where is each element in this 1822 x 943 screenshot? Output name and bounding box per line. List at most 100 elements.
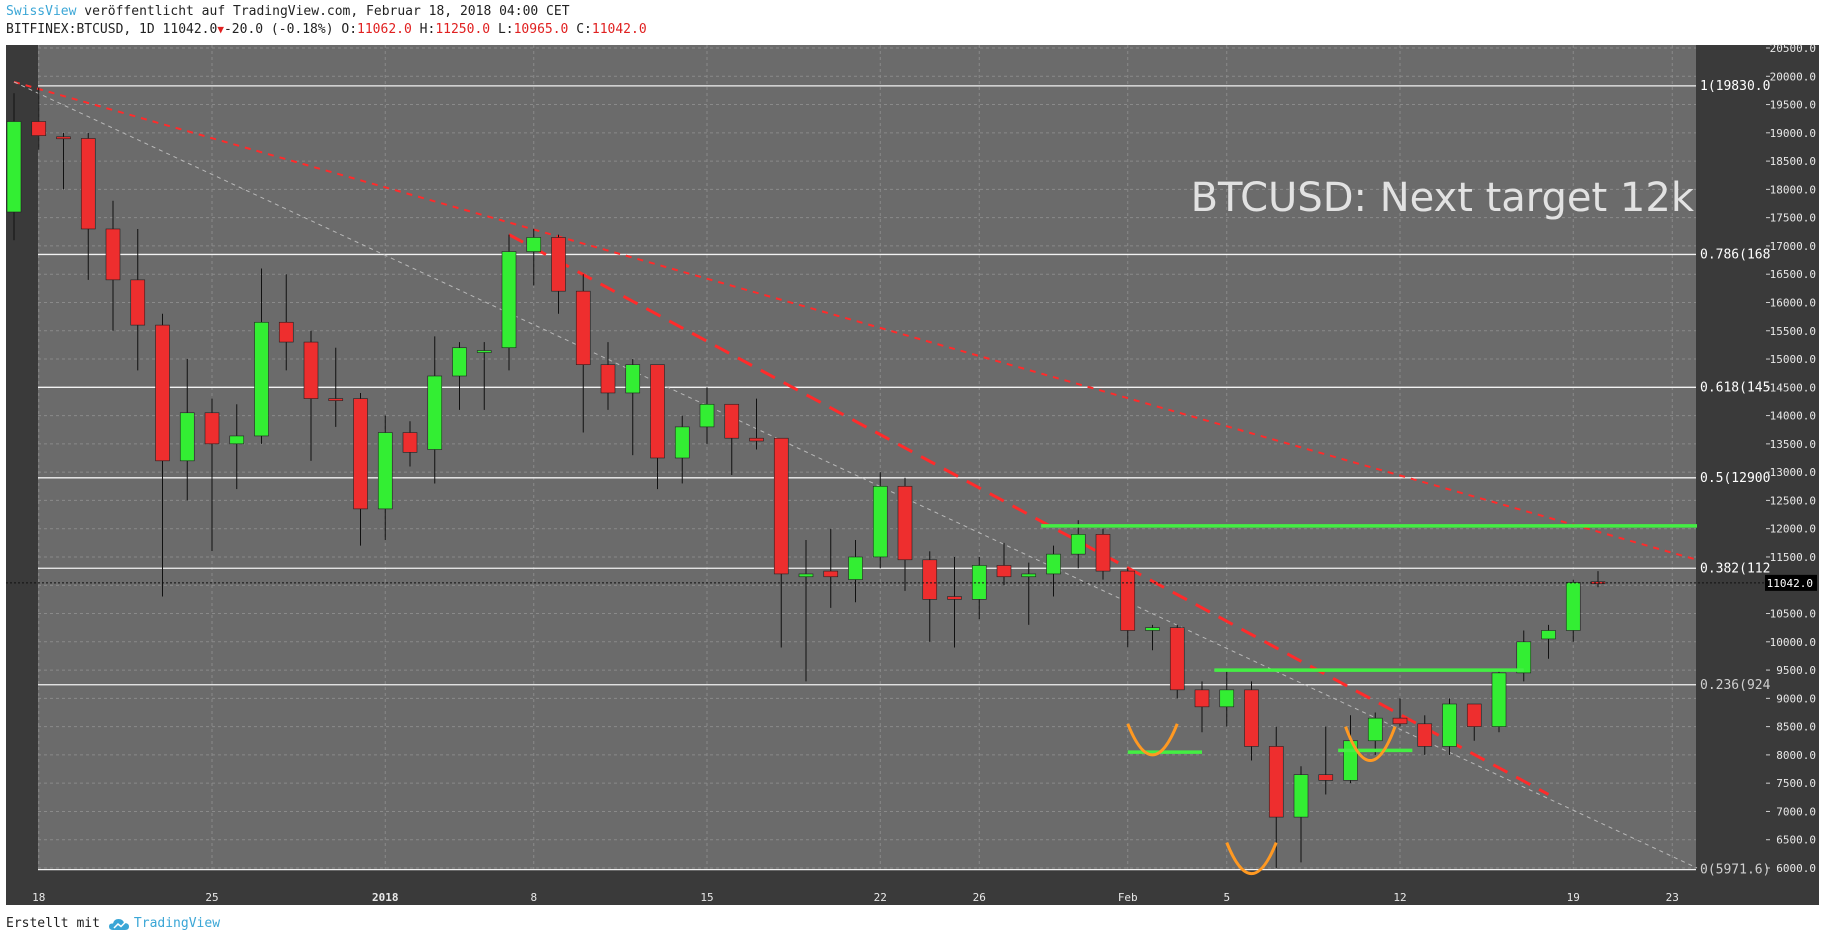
- candle: [1070, 520, 1086, 569]
- candle: [798, 540, 814, 682]
- open-value: 11062.0: [357, 22, 412, 37]
- candle-body: [848, 556, 863, 580]
- candle-body: [31, 121, 47, 136]
- y-tick-label: 11500.0: [1770, 551, 1816, 564]
- candle: [6, 93, 22, 241]
- candle-body: [1244, 689, 1259, 747]
- candle-body: [1021, 573, 1037, 578]
- candle-body: [798, 573, 814, 578]
- candle: [476, 342, 492, 410]
- y-tick-label: 12500.0: [1770, 494, 1816, 507]
- candle-body: [947, 596, 962, 600]
- x-tick-label: 15: [700, 891, 713, 904]
- candle: [303, 330, 319, 461]
- x-tick-label: 5: [1223, 891, 1230, 904]
- candle: [427, 336, 443, 484]
- candle-body: [1318, 774, 1334, 781]
- candle: [600, 342, 616, 410]
- candle-body: [1516, 641, 1532, 674]
- current-price-tag: [1765, 574, 1817, 591]
- candle-body: [80, 138, 96, 230]
- candle-body: [1565, 582, 1581, 631]
- rounded-bottom-arc: [1126, 723, 1179, 757]
- y-tick-label: 13500.0: [1770, 438, 1816, 451]
- y-tick-label: 16500.0: [1770, 268, 1816, 281]
- fib-label: 0.236(924: [1700, 678, 1771, 693]
- x-tick-label: 23: [1666, 891, 1679, 904]
- candle: [674, 415, 690, 484]
- candle-body: [1194, 689, 1210, 708]
- candle: [1491, 670, 1507, 733]
- y-tick-label: 10500.0: [1770, 608, 1816, 621]
- symbol-label: BITFINEX:BTCUSD, 1D: [6, 22, 155, 37]
- horizontal-levels: [1041, 524, 1697, 754]
- fib-label: 0.786(168: [1700, 247, 1770, 262]
- x-axis-ticks: 18 25 2018 8 15 22 26 Feb 5 12 19 23: [32, 891, 1679, 904]
- fib-label: 0(5971.6): [1700, 863, 1770, 878]
- candle: [229, 404, 245, 490]
- footer: Erstellt mit TradingView: [6, 916, 220, 931]
- candle: [773, 437, 789, 648]
- candle-body: [328, 398, 344, 401]
- candle: [996, 542, 1012, 586]
- candle-body: [773, 437, 789, 575]
- candle: [1516, 630, 1532, 682]
- candle: [1367, 712, 1383, 755]
- candle-body: [105, 228, 121, 281]
- candle: [1046, 545, 1061, 597]
- candle: [897, 477, 913, 591]
- candle: [699, 387, 715, 444]
- x-tick-label: 2018: [372, 891, 399, 904]
- x-tick-label: 22: [874, 891, 887, 904]
- y-tick-label: 20000.0: [1770, 70, 1816, 83]
- chart-title: BTCUSD: Next target 12k: [1191, 175, 1695, 221]
- x-tick-label: 12: [1393, 891, 1406, 904]
- candle: [1145, 624, 1160, 651]
- candle: [947, 556, 962, 648]
- y-tick-label: 19000.0: [1770, 127, 1816, 140]
- candle-body: [823, 570, 839, 578]
- high-label: H:: [419, 22, 436, 37]
- fib-label: 1(19830.0: [1700, 79, 1770, 94]
- y-tick-label: 19500.0: [1770, 99, 1816, 112]
- candle-body: [575, 290, 591, 365]
- candle: [56, 132, 71, 190]
- candle-body: [303, 341, 319, 399]
- candle-body: [1268, 746, 1284, 818]
- candle: [1219, 670, 1235, 727]
- tradingview-label[interactable]: TradingView: [133, 916, 221, 931]
- y-tick-label: 15500.0: [1770, 325, 1816, 338]
- candle: [1318, 726, 1334, 795]
- candle-body: [1367, 717, 1383, 742]
- candle-body: [1491, 672, 1507, 727]
- y-tick-label: 20500.0: [1770, 42, 1816, 55]
- candle: [105, 200, 121, 331]
- y-axis-ticks: 20500.0 20000.0 19500.0 19000.0 18500.0 18000…: [1766, 42, 1816, 875]
- candle-body: [699, 403, 715, 428]
- candle-body: [1120, 570, 1136, 631]
- fib-label: 0.382(112: [1700, 561, 1770, 576]
- last-price: 11042.0: [162, 22, 218, 37]
- y-tick-label: 14500.0: [1770, 381, 1816, 394]
- x-tick-label: 19: [1567, 891, 1580, 904]
- candle: [1021, 562, 1037, 625]
- candle-body: [179, 412, 195, 462]
- candle-body: [204, 412, 220, 445]
- x-tick-label: Feb: [1118, 891, 1138, 904]
- candle: [848, 540, 863, 603]
- candle: [353, 392, 368, 546]
- price-axis[interactable]: [1766, 45, 1819, 905]
- tradingview-link[interactable]: TradingView: [108, 916, 220, 931]
- candle: [1392, 698, 1408, 727]
- candle: [179, 359, 195, 501]
- candle-body: [1392, 717, 1408, 725]
- candle-body: [1442, 703, 1457, 747]
- y-tick-label: 9000.0: [1776, 692, 1816, 705]
- publish-info: veröffentlicht auf TradingView.com, Febr…: [84, 4, 570, 19]
- candle-body: [1095, 534, 1111, 572]
- low-label: L:: [497, 22, 514, 37]
- y-tick-label: 18500.0: [1770, 155, 1816, 168]
- author-name[interactable]: SwissView: [6, 4, 77, 19]
- created-with-label: Erstellt mit: [6, 916, 100, 931]
